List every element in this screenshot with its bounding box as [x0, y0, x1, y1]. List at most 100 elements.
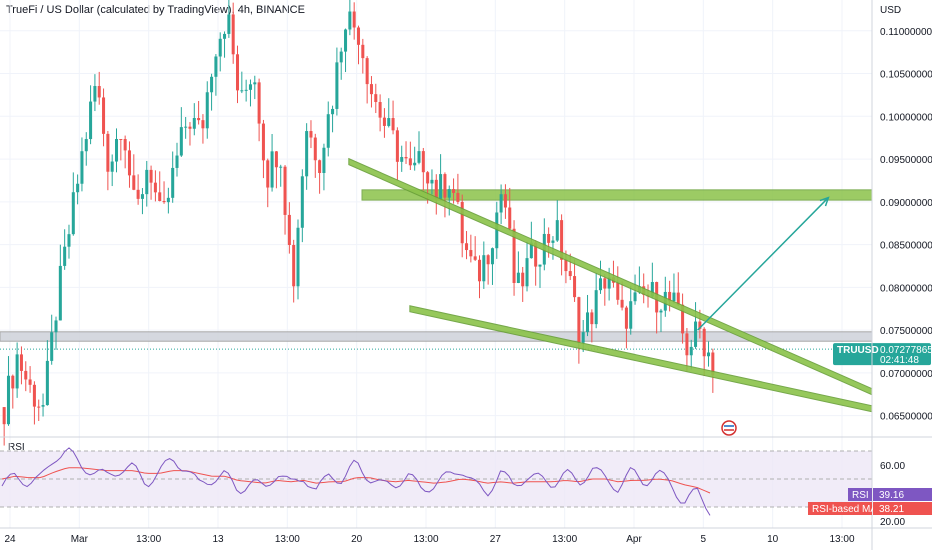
price-tick-label: 0.09000000 — [880, 198, 932, 209]
candle-body — [490, 248, 494, 265]
candle-body — [205, 92, 209, 129]
candle-body — [158, 192, 162, 201]
candle-body — [41, 405, 45, 407]
candle-body — [119, 138, 123, 140]
candle-body — [149, 169, 153, 183]
arrow-head — [819, 196, 830, 207]
candles — [2, 0, 715, 446]
candle-body — [702, 328, 706, 357]
candle-body — [361, 44, 365, 59]
candle-body — [564, 259, 568, 272]
candle-body — [188, 126, 192, 129]
candle-body — [659, 310, 663, 313]
candle-body — [352, 11, 356, 28]
candle-body — [512, 228, 516, 283]
projection-arrow — [697, 197, 829, 331]
rsi-value-badge — [873, 488, 932, 501]
candle-body — [378, 102, 382, 118]
candle-body — [465, 243, 469, 251]
candle-body — [71, 192, 75, 235]
candle-body — [676, 292, 680, 305]
time-tick-label: 13:00 — [136, 534, 161, 545]
candle-body — [283, 166, 287, 215]
candle-body — [318, 160, 322, 173]
candle-body — [624, 307, 628, 329]
candle-body — [19, 354, 23, 371]
candle-body — [32, 384, 36, 407]
price-tick-label: 0.10500000 — [880, 70, 932, 81]
candle-body — [607, 277, 611, 289]
candle-body — [287, 214, 291, 245]
candle-body — [672, 292, 676, 302]
candle-body — [650, 282, 654, 297]
rsi-ma-value: 38.21 — [879, 504, 904, 515]
candle-body — [573, 276, 577, 298]
candle-body — [629, 301, 633, 329]
candle-body — [162, 200, 166, 203]
candle-body — [404, 157, 408, 159]
candle-body — [231, 14, 235, 55]
candle-body — [171, 167, 175, 198]
candle-body — [508, 207, 512, 229]
time-tick-label: 13 — [212, 534, 224, 545]
candle-body — [711, 352, 715, 376]
rsi-pane — [0, 447, 872, 516]
candle-body — [279, 166, 283, 168]
rsi-tick-label: 60.00 — [880, 461, 905, 472]
time-tick-label: 27 — [490, 534, 502, 545]
candle-body — [6, 375, 10, 425]
price-tick-label: 0.08500000 — [880, 241, 932, 252]
candle-body — [93, 86, 97, 102]
candle-body — [344, 29, 348, 52]
candle-body — [547, 233, 551, 243]
candle-body — [707, 352, 711, 357]
rsi-ma-name-badge — [808, 502, 872, 515]
candle-body — [694, 321, 698, 347]
candle-body — [309, 131, 313, 138]
candle-body — [374, 94, 378, 103]
candle-body — [555, 220, 559, 241]
candle-body — [577, 297, 581, 343]
candle-body — [486, 255, 490, 265]
candle-body — [356, 27, 361, 45]
candle-body — [443, 174, 447, 198]
candle-body — [270, 151, 274, 188]
candle-body — [616, 282, 620, 300]
last-price-value: 0.07277865 — [880, 345, 932, 356]
candle-body — [477, 259, 482, 282]
candle-body — [395, 130, 399, 162]
rsi-name-badge — [848, 488, 872, 501]
candle-body — [421, 151, 425, 173]
last-price-symbol: TRUUSD — [837, 345, 879, 356]
candle-body — [54, 320, 58, 333]
candle-body — [45, 360, 49, 406]
time-tick-label: 24 — [4, 534, 16, 545]
candle-body — [417, 151, 421, 163]
candle-body — [426, 172, 430, 184]
candle-body — [140, 194, 144, 199]
candle-body — [227, 14, 231, 34]
candle-body — [413, 162, 417, 166]
time-tick-label: Mar — [71, 534, 89, 545]
candle-body — [58, 265, 62, 321]
candle-body — [110, 161, 114, 172]
candle-body — [581, 332, 585, 343]
candle-body — [63, 246, 67, 266]
candle-body — [136, 189, 140, 199]
candle-body — [296, 227, 300, 287]
candle-body — [400, 157, 404, 162]
candle-body — [534, 242, 538, 267]
candle-body — [452, 189, 456, 193]
candle-body — [84, 139, 88, 152]
candle-body — [50, 332, 54, 361]
candle-body — [240, 90, 244, 92]
candle-body — [218, 38, 222, 57]
candle-body — [24, 370, 28, 380]
rsi-tick-label: 20.00 — [880, 517, 905, 528]
candle-body — [2, 407, 6, 425]
candle-body — [685, 333, 689, 356]
time-tick-label: 10 — [767, 534, 779, 545]
grid — [0, 0, 872, 528]
